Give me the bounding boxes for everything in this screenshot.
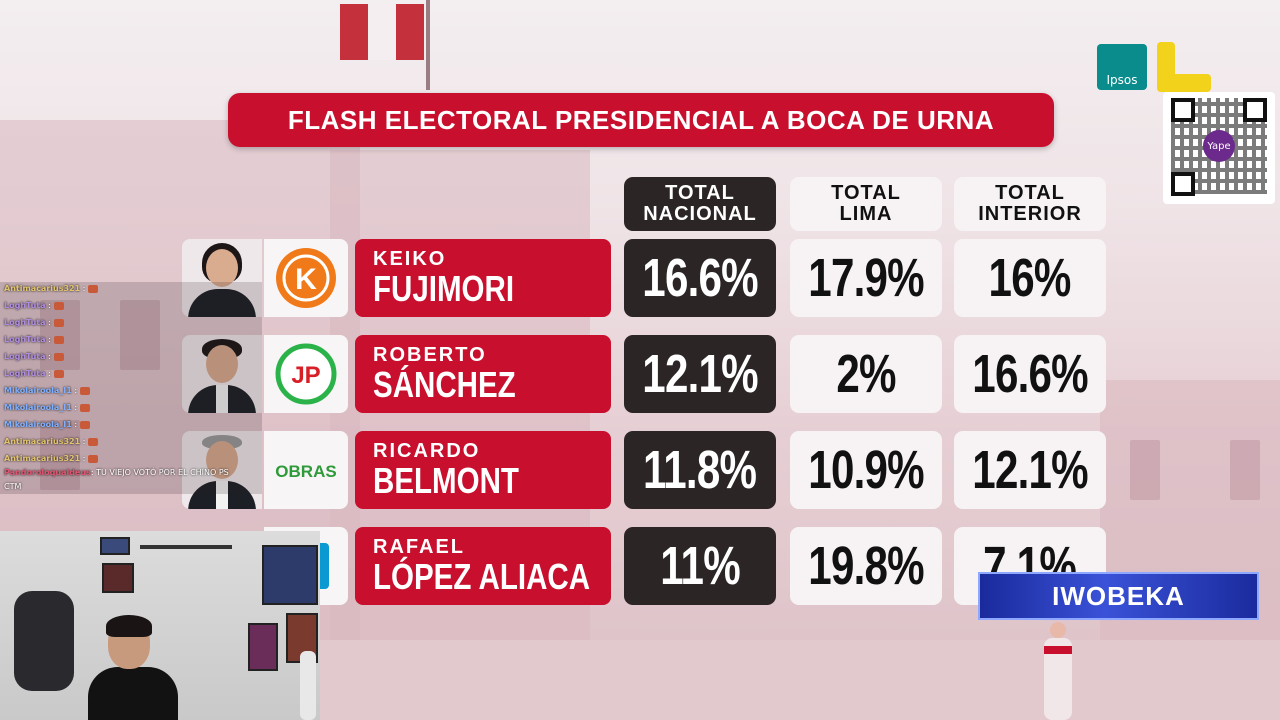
value-nacional: 16.6%: [624, 239, 776, 317]
svg-text:JP: JP: [291, 362, 320, 389]
emote-icon: [88, 454, 99, 463]
value-lima: 2%: [790, 335, 942, 413]
party-logo-fuerza-popular: K: [264, 239, 348, 317]
jp-logo-icon: JP: [275, 343, 337, 405]
emote-icon: [53, 301, 64, 310]
candidate-name: RAFAEL LÓPEZ ALIACA: [355, 527, 611, 605]
column-header-nacional: TOTAL NACIONAL: [624, 177, 776, 231]
emote-icon: [88, 437, 99, 446]
party-logo-juntos-peru: JP: [264, 335, 348, 413]
value-interior: 12.1%: [954, 431, 1106, 509]
candidate-photo: [182, 239, 262, 317]
channel-logo-icon: [1157, 42, 1211, 92]
streamer-webcam: [0, 531, 320, 720]
title-text: FLASH ELECTORAL PRESIDENCIAL A BOCA DE U…: [287, 104, 995, 135]
emote-icon: [88, 284, 99, 293]
value-lima: 10.9%: [790, 431, 942, 509]
emote-icon: [80, 420, 91, 429]
ipsos-logo: Ipsos: [1097, 44, 1147, 90]
candidate-name: KEIKO FUJIMORI: [355, 239, 611, 317]
emote-icon: [53, 318, 64, 327]
broadcast-title: FLASH ELECTORAL PRESIDENCIAL A BOCA DE U…: [228, 93, 1054, 147]
party-logo-obras: OBRAS: [264, 431, 348, 509]
candidate-photo: [182, 431, 262, 509]
emote-icon: [80, 386, 91, 395]
yape-icon: Yape: [1203, 130, 1235, 162]
streamer-name-banner: IWOBEKA: [978, 572, 1259, 620]
emote-icon: [80, 403, 91, 412]
candidate-name: RICARDO BELMONT: [355, 431, 611, 509]
emote-icon: [53, 335, 64, 344]
guard-figure: [1040, 622, 1076, 720]
column-header-lima: TOTAL LIMA: [790, 177, 942, 231]
value-nacional: 11.8%: [624, 431, 776, 509]
peru-flag-icon: [340, 0, 430, 90]
value-lima: 19.8%: [790, 527, 942, 605]
value-interior: 16%: [954, 239, 1106, 317]
value-lima: 17.9%: [790, 239, 942, 317]
value-nacional: 12.1%: [624, 335, 776, 413]
value-nacional: 11%: [624, 527, 776, 605]
stream-chat: Antimacarius321 : LoghTuta : LoghTuta : …: [0, 282, 262, 494]
k-logo-icon: K: [276, 248, 336, 308]
emote-icon: [53, 352, 64, 361]
column-header-interior: TOTAL INTERIOR: [954, 177, 1106, 231]
yape-qr-code[interactable]: Yape: [1163, 92, 1275, 204]
value-interior: 16.6%: [954, 335, 1106, 413]
obras-logo-icon: OBRAS: [275, 462, 336, 481]
svg-text:OBRAS: OBRAS: [275, 462, 336, 481]
candidate-photo: [182, 335, 262, 413]
svg-text:K: K: [295, 263, 317, 296]
candidate-name: ROBERTO SÁNCHEZ: [355, 335, 611, 413]
emote-icon: [53, 369, 64, 378]
